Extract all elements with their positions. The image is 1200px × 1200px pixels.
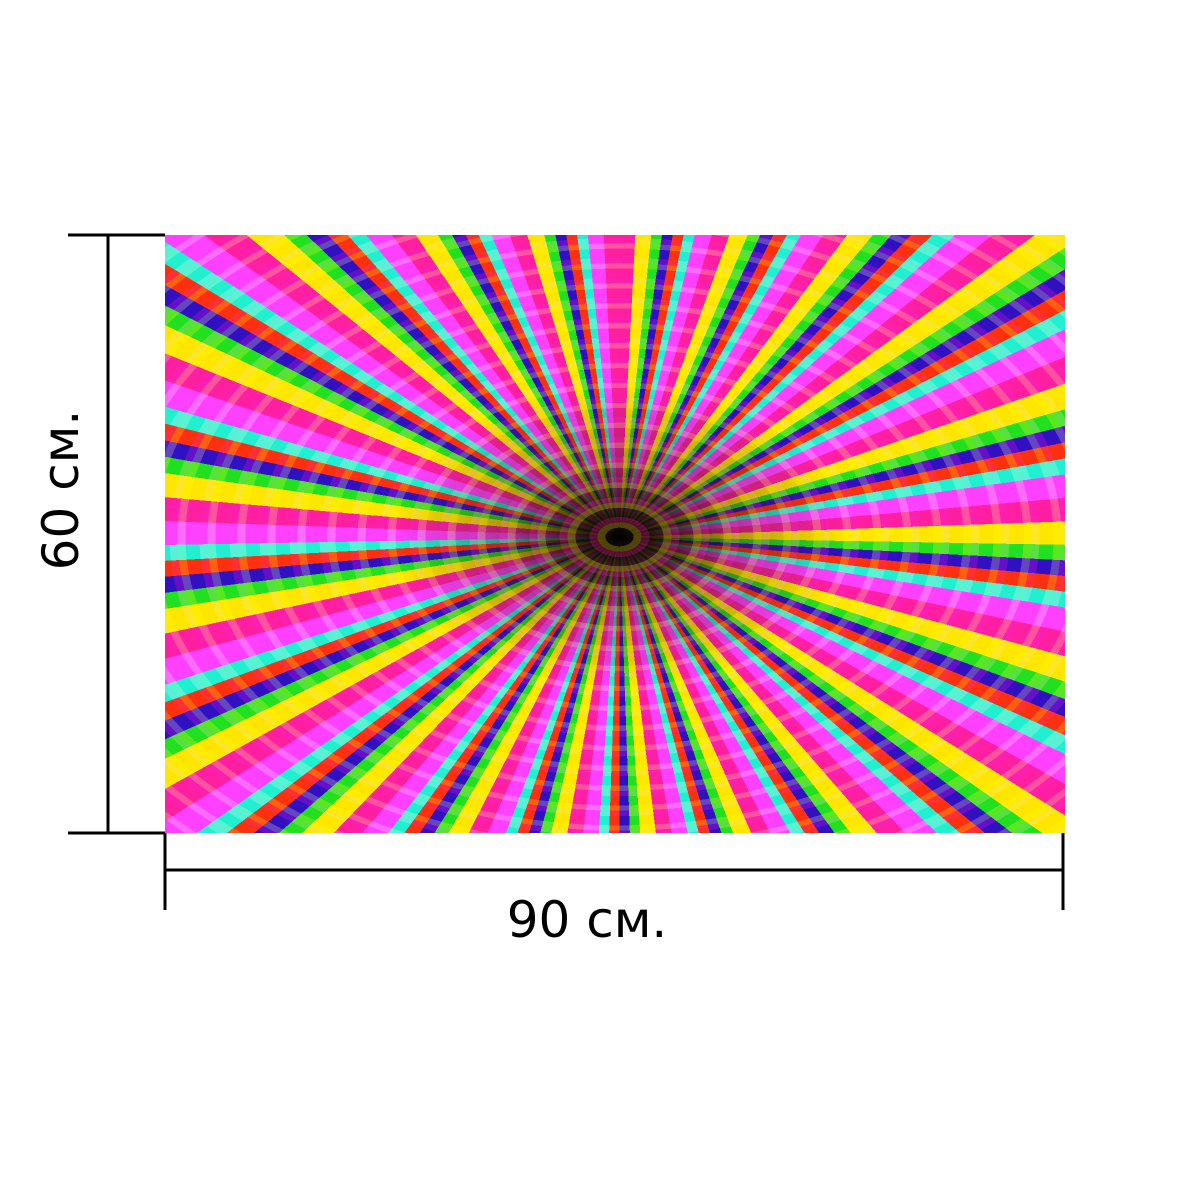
product-image [165, 235, 1065, 833]
width-label: 90 см. [507, 891, 668, 949]
height-label: 60 см. [32, 410, 90, 571]
